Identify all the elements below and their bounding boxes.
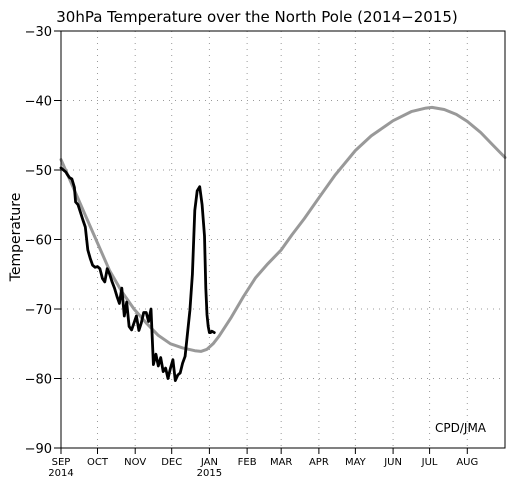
climatology-line — [59, 105, 507, 353]
x-tick-label: JUL — [421, 457, 438, 468]
y-tick-label: −50 — [25, 164, 52, 179]
observed-series — [59, 166, 216, 383]
credit-label: CPD/JMA — [435, 421, 487, 435]
chart-title: 30hPa Temperature over the North Pole (2… — [56, 8, 458, 26]
x-tick-label: MAY — [345, 457, 367, 468]
y-tick-label: −30 — [25, 25, 52, 40]
y-tick-label: −80 — [25, 373, 52, 388]
x-tick-label: NOV — [124, 457, 146, 468]
x-tick-label: JAN — [200, 457, 218, 468]
x-tick-label: OCT — [87, 457, 109, 468]
x-tick-label: AUG — [456, 457, 478, 468]
x-axis: SEP OCT NOV DEC JAN FEB MAR APR MAY JUN JUL AUG 2014… — [48, 448, 478, 479]
x-tick-label: MAR — [270, 457, 292, 468]
grid-lines — [61, 31, 505, 448]
x-tick-label: APR — [309, 457, 329, 468]
y-tick-label: −90 — [25, 442, 52, 457]
x-tick-label: JUN — [383, 457, 402, 468]
x-tick-label: DEC — [161, 457, 182, 468]
observed-line — [59, 166, 216, 383]
x-year-label: 2015 — [197, 468, 222, 479]
x-year-label: 2014 — [48, 468, 73, 479]
x-tick-label: SEP — [52, 457, 71, 468]
x-tick-label: FEB — [238, 457, 257, 468]
y-tick-label: −40 — [25, 95, 52, 110]
y-axis: −90 −80 −70 −60 −50 −40 −30 — [25, 25, 61, 457]
climatology-series — [59, 105, 507, 353]
y-tick-label: −70 — [25, 303, 52, 318]
y-axis-title: Temperature — [8, 193, 24, 283]
y-tick-label: −60 — [25, 234, 52, 249]
